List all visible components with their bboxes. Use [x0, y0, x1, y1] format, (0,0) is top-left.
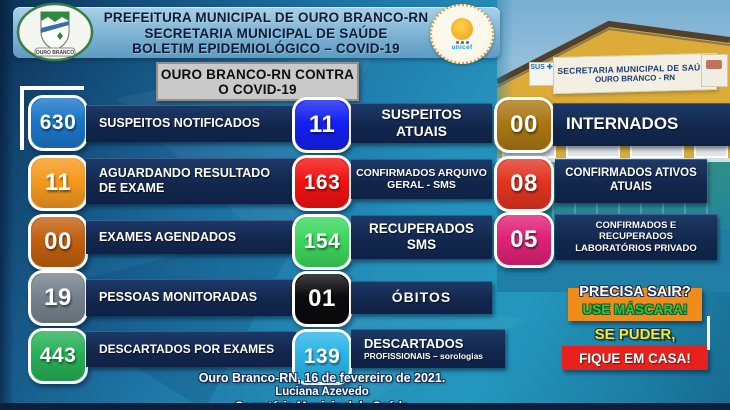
stat-label-text: ÓBITOS [391, 289, 452, 306]
stay-home-box: FIQUE EM CASA! [562, 346, 708, 370]
stay-home-text: FIQUE EM CASA! [579, 350, 691, 366]
stat-label-text: PESSOAS MONITORADAS [99, 290, 258, 305]
stat-label-text: INTERNADOS [566, 114, 679, 134]
stat-value-laboratorios-privado: 05 [494, 212, 554, 268]
stat-label-descartados-exames: DESCARTADOS POR EXAMES [86, 331, 296, 367]
advisory-question: PRECISA SAIR? [579, 284, 691, 300]
header-line-2: SECRETARIA MUNICIPAL DE SAÚDE [144, 25, 388, 41]
stat-label-aguardando-resultado: AGUARDANDO RESULTADO DE EXAME [86, 158, 296, 204]
footer-author: Luciana Azevedo [275, 386, 369, 398]
stat-label-text: PROFISSIONAIS – sorologias [364, 351, 484, 362]
stat-value-suspeitos-notificados: 630 [28, 95, 88, 151]
stat-label-text: ATUAIS [610, 181, 652, 193]
decorative-bracket [20, 86, 24, 150]
left-edge-shade [0, 0, 14, 410]
stat-label-confirmados-ativos: CONFIRMADOS ATIVOS ATUAIS [555, 159, 707, 203]
campaign-title-line1: OURO BRANCO-RN CONTRA [160, 66, 355, 82]
stat-number: 01 [308, 285, 336, 312]
stat-value-confirmados-ativos: 08 [494, 156, 554, 212]
stat-label-recuperados-sms: RECUPERADOS SMS [351, 215, 492, 259]
stat-value-obitos: 01 [292, 271, 352, 327]
decorative-bracket [20, 86, 84, 90]
stat-label-pessoas-monitoradas: PESSOAS MONITORADAS [86, 279, 296, 316]
stat-number: 08 [510, 170, 538, 197]
stat-number: 154 [303, 230, 341, 253]
stat-number: 443 [39, 344, 77, 367]
stat-label-text: SMS [406, 237, 437, 252]
stat-label-text: CONFIRMADOS E [595, 220, 677, 232]
header-band [13, 7, 500, 58]
stat-number: 11 [44, 169, 72, 196]
stat-value-recuperados-sms: 154 [292, 214, 352, 270]
stat-value-suspeitos-atuais: 11 [292, 97, 352, 153]
stat-label-suspeitos-atuais: SUSPEITOS ATUAIS [351, 103, 492, 143]
header-line-3: BOLETIM EPIDEMIOLÓGICO – COVID-19 [132, 41, 400, 56]
stat-label-exames-agendados: EXAMES AGENDADOS [86, 220, 296, 254]
mask-advisory-box [568, 288, 702, 321]
stat-value-aguardando-resultado: 11 [28, 155, 88, 211]
stat-label-text: LABORATÓRIOS PRIVADO [575, 242, 697, 254]
stat-value-exames-agendados: 00 [28, 214, 88, 270]
municipal-coat-of-arms-icon: OURO BRANCO [16, 2, 94, 64]
stat-label-text: DESCARTADOS POR EXAMES [99, 341, 275, 356]
stat-label-text: CONFIRMADOS ARQUIVO [356, 166, 487, 179]
stat-label-text: DESCARTADOS [364, 335, 464, 351]
bottom-strip [0, 403, 730, 410]
stat-value-descartados-profissionais: 139 [292, 329, 352, 385]
stat-label-text: RECUPERADOS [599, 231, 673, 243]
advisory-mask-message: USE MÁSCARA! [582, 302, 688, 317]
unicef-seal-icon: unicef [430, 4, 494, 64]
header-title: PREFEITURA MUNICIPAL DE OURO BRANCO-RN S… [100, 10, 432, 57]
stat-value-internados: 00 [494, 97, 554, 153]
stat-label-text: SUSPEITOS [381, 106, 462, 123]
stat-value-descartados-exames: 443 [28, 328, 88, 384]
stat-label-internados: INTERNADOS [553, 103, 730, 146]
decorative-line [707, 316, 710, 350]
stat-value-confirmados-arquivo: 163 [292, 155, 352, 211]
stat-number: 630 [39, 111, 77, 134]
stat-number: 163 [303, 171, 341, 194]
stat-label-text: RECUPERADOS [368, 221, 474, 237]
advisory-if-possible: SE PUDER, [594, 326, 676, 343]
stat-number: 00 [510, 111, 538, 138]
stat-number: 00 [44, 228, 72, 255]
stat-number: 19 [44, 284, 72, 311]
stat-label-text: AGUARDANDO RESULTADO [99, 166, 271, 181]
stat-number: 139 [303, 345, 341, 368]
stat-label-descartados-profissionais: DESCARTADOS PROFISSIONAIS – sorologias [351, 329, 505, 368]
stat-label-text: ATUAIS [395, 123, 448, 139]
footer-date: Ouro Branco-RN, 16 de fevereiro de 2021. [198, 371, 446, 385]
stat-label-text: GERAL - SMS [387, 179, 456, 191]
campaign-title-line2: O COVID-19 [218, 81, 297, 97]
campaign-title: OURO BRANCO-RN CONTRA O COVID-19 [156, 62, 359, 101]
stat-number: 05 [510, 226, 538, 253]
stat-number: 11 [308, 111, 336, 138]
unicef-figures-icon [455, 40, 469, 44]
coat-banner-label: OURO BRANCO [36, 50, 74, 56]
stat-label-text: EXAMES AGENDADOS [99, 229, 237, 244]
stat-label-obitos: ÓBITOS [351, 281, 492, 314]
stat-label-laboratorios-privado: CONFIRMADOS E RECUPERADOS LABORATÓRIOS P… [555, 214, 717, 260]
stat-label-text: CONFIRMADOS ATIVOS [565, 167, 697, 180]
stat-label-text: DE EXAME [99, 181, 165, 195]
stat-value-pessoas-monitoradas: 19 [28, 270, 88, 326]
stat-label-suspeitos-notificados: SUSPEITOS NOTIFICADOS [86, 105, 296, 142]
stat-label-text: SUSPEITOS NOTIFICADOS [99, 116, 260, 131]
unicef-sun-icon [451, 17, 473, 40]
stat-label-confirmados-arquivo: CONFIRMADOS ARQUIVO GERAL - SMS [351, 159, 492, 199]
unicef-label: unicef [451, 43, 473, 51]
header-line-1: PREFEITURA MUNICIPAL DE OURO BRANCO-RN [103, 10, 429, 25]
